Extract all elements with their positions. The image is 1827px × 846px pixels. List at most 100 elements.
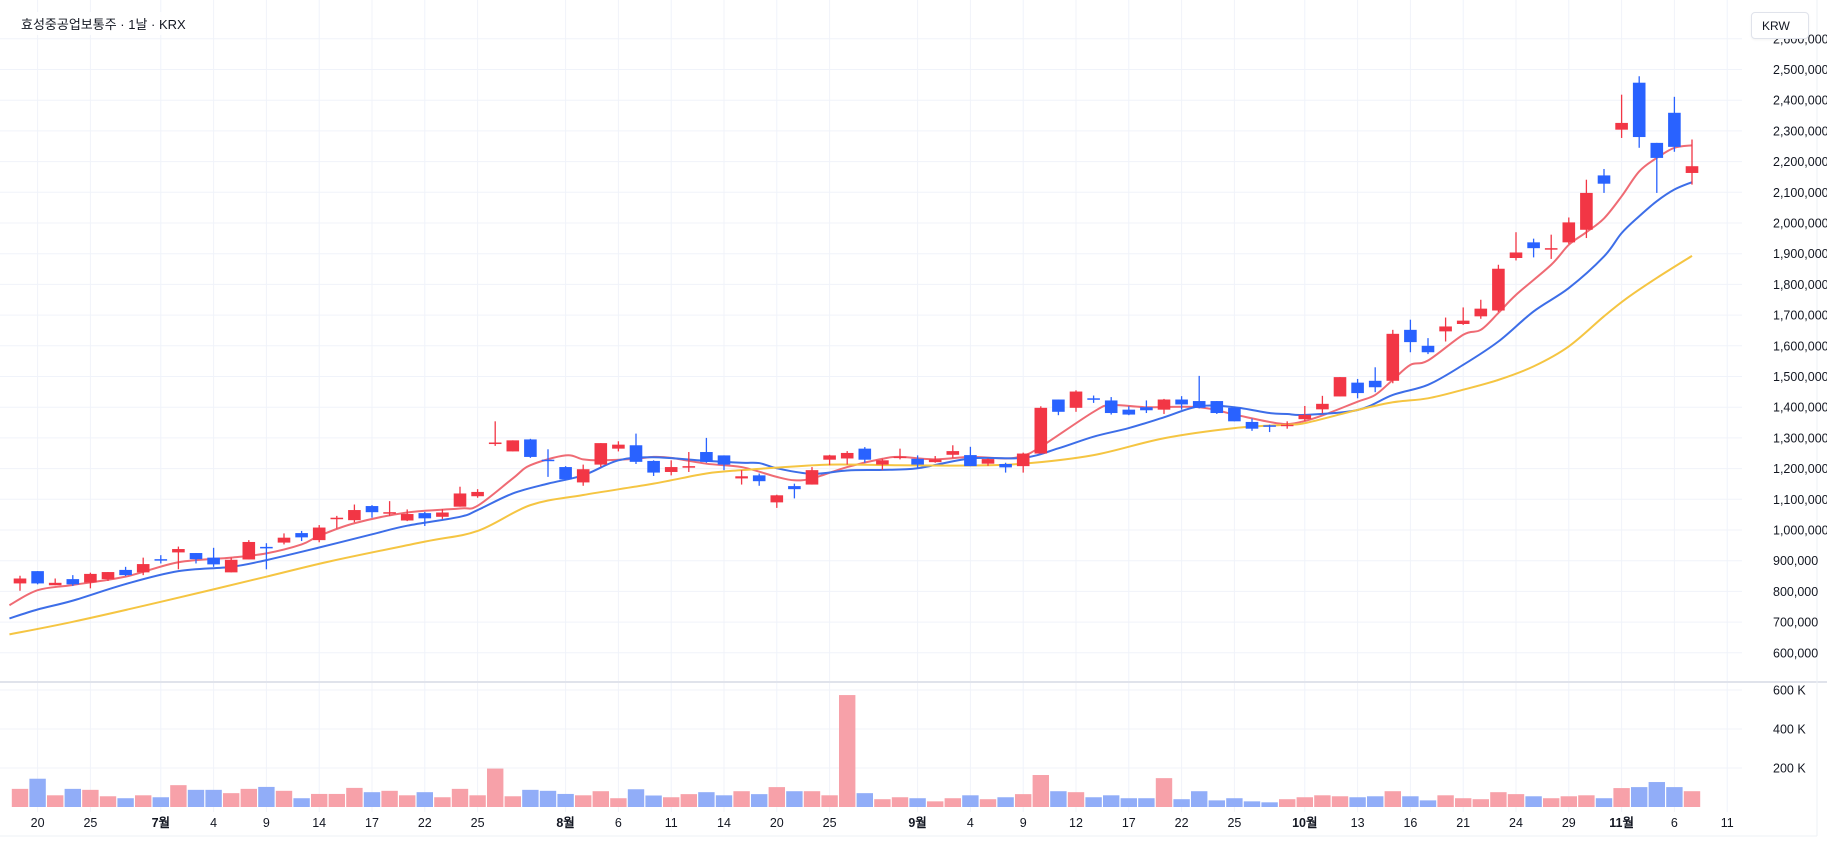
candle-body — [295, 533, 308, 538]
volume-bar — [891, 797, 909, 807]
candle — [1052, 399, 1065, 416]
candle — [1685, 139, 1699, 185]
currency-button[interactable]: KRW — [1751, 12, 1809, 39]
candle — [946, 445, 960, 458]
candle — [488, 421, 502, 446]
candle-body — [31, 571, 44, 584]
candle — [13, 575, 27, 591]
candle-body — [436, 512, 449, 517]
price-tick-label: 1,000,000 — [1773, 524, 1827, 538]
candle — [242, 540, 256, 560]
time-tick-label: 20 — [770, 816, 784, 830]
candle-body — [189, 553, 203, 560]
candle — [1509, 232, 1523, 261]
candle-body — [383, 512, 396, 514]
candle — [1069, 390, 1083, 412]
candle — [1439, 317, 1452, 342]
volume-bar — [786, 791, 803, 807]
volume-bar — [1226, 798, 1243, 807]
candle-body — [594, 443, 608, 465]
candle-body — [541, 459, 555, 462]
price-tick-label: 1,600,000 — [1773, 339, 1827, 353]
candle-body — [1492, 268, 1505, 311]
volume-bar — [1050, 791, 1067, 807]
candle — [1421, 338, 1435, 355]
volume-bar — [1261, 802, 1278, 807]
candle-body — [1404, 329, 1417, 343]
volume-bar — [1155, 778, 1173, 807]
time-tick-label: 17 — [1122, 816, 1136, 830]
volume-bar — [1349, 797, 1366, 807]
candle — [1122, 406, 1136, 416]
volume-axis[interactable]: 600 K 400 K 200 K — [1773, 684, 1806, 776]
candle — [312, 525, 326, 543]
candle-body — [629, 445, 643, 462]
candle — [682, 452, 696, 472]
candle — [31, 571, 44, 585]
candle — [1104, 397, 1118, 415]
candle-body — [717, 455, 731, 465]
candle-body — [664, 467, 678, 472]
candle — [1016, 452, 1030, 473]
volume-bar — [645, 795, 662, 807]
time-tick-label: 11 — [665, 816, 678, 830]
candle — [1650, 142, 1664, 193]
candle-body — [400, 514, 414, 521]
volume-bar — [909, 798, 926, 807]
candle-body — [471, 491, 484, 497]
candle — [1210, 401, 1224, 414]
volume-bar — [1631, 787, 1648, 807]
candle — [541, 449, 555, 477]
candle-body — [911, 458, 924, 465]
volume-bar — [1138, 798, 1155, 807]
price-tick-label: 2,000,000 — [1773, 217, 1827, 231]
volume-bar — [152, 797, 169, 807]
candle-body — [506, 440, 520, 452]
volume-bar — [1103, 795, 1120, 807]
candle-body — [964, 455, 977, 467]
price-tick-label: 1,300,000 — [1773, 431, 1827, 445]
volume-bar — [575, 795, 592, 807]
time-tick-label: 24 — [1509, 816, 1523, 830]
volume-bar — [663, 797, 680, 807]
candle — [1280, 421, 1294, 429]
candle — [1527, 238, 1540, 258]
candle — [805, 467, 819, 485]
candle-body — [1210, 401, 1224, 414]
candle — [752, 473, 766, 486]
candle-body — [752, 475, 766, 482]
volume-bar — [311, 793, 328, 807]
candle-body — [101, 572, 115, 580]
candle-body — [1544, 248, 1558, 250]
volume-bar — [1578, 795, 1595, 807]
volume-bar — [1507, 794, 1525, 807]
candle-body — [1087, 398, 1100, 400]
time-axis[interactable]: 20 25 7월 4 9 14 17 22 25 8월 6 11 14 20 25 9월 4 9 12 17 22 25 1… — [31, 815, 1734, 830]
candle — [1333, 377, 1347, 397]
volume-bar — [927, 801, 944, 807]
candle-body — [1034, 407, 1048, 454]
candle-body — [1052, 399, 1065, 412]
candle-body — [1685, 166, 1699, 173]
volume-bar — [399, 795, 416, 807]
candle — [383, 501, 396, 516]
volume-bar — [469, 795, 486, 807]
candle-body — [365, 506, 379, 513]
volume-bar — [99, 796, 117, 807]
candle — [717, 455, 731, 471]
time-tick-label: 25 — [471, 816, 485, 830]
candle — [964, 446, 977, 467]
candle-body — [1316, 403, 1329, 410]
price-tick-label: 1,900,000 — [1773, 247, 1827, 261]
volume-bar — [1331, 796, 1349, 807]
time-tick-label: 4 — [967, 816, 974, 830]
price-tick-label: 1,500,000 — [1773, 370, 1827, 384]
candle-body — [418, 513, 432, 519]
price-axis[interactable]: 2,600,0002,500,0002,400,0002,300,0002,20… — [1773, 32, 1827, 660]
candle-body — [893, 456, 907, 459]
candle-body — [682, 466, 696, 468]
time-tick-label: 9월 — [908, 815, 926, 830]
volume-bar — [135, 795, 152, 807]
candle — [1298, 405, 1312, 422]
